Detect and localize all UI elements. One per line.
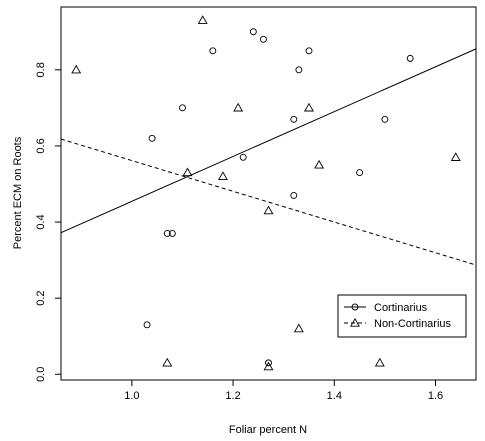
non-cortinarius-point [71,64,82,74]
cortinarius-point [406,54,414,62]
y-tick-label: 0.4 [35,214,47,229]
cortinarius-point [305,47,313,55]
cortinarius-point [239,153,247,161]
legend-marker-cortinarius [351,303,359,311]
cortinarius-point [295,66,303,74]
non-cortinarius-point [450,152,461,161]
cortinarius-point [290,191,298,199]
y-tick-label: 0.2 [35,291,47,306]
x-tick-label: 1.2 [225,390,240,402]
non-cortinarius-point [162,357,173,367]
cortinarius-point [143,321,151,329]
y-axis-title: Percent ECM on Roots [12,136,24,249]
y-tick-label: 0.8 [35,62,47,77]
legend-label-non-cortinarius: Non-Cortinarius [374,318,452,330]
y-tick-label: 0.6 [35,138,47,153]
cortinarius-point [168,230,176,237]
legend-box [337,294,467,338]
cortinarius-point [179,104,186,112]
non-cortinarius-fit-line [60,138,477,266]
legend-marker-non-cortinarius [350,317,360,327]
cortinarius-point [249,28,257,36]
legend: Cortinarius Non-Cortinarius [337,294,467,338]
non-cortinarius-point [374,357,385,367]
cortinarius-point [381,115,389,123]
cortinarius-point [290,115,298,123]
non-cortinarius-point [233,102,244,112]
cortinarius-point [356,169,364,177]
cortinarius-point [259,35,267,43]
non-cortinarius-point [217,171,228,180]
non-cortinarius-point [304,102,314,112]
cortinarius-point [209,47,217,55]
x-tick-label: 1.0 [124,390,139,402]
non-cortinarius-point [197,15,208,24]
plot-frame [60,6,477,381]
x-axis-title: Foliar percent N [229,424,307,436]
cortinarius-fit-line [60,48,477,234]
non-cortinarius-point [182,167,193,177]
cortinarius-point [148,134,156,142]
x-tick-label: 1.6 [428,390,443,402]
non-cortinarius-point [263,361,274,371]
x-tick-label: 1.4 [327,390,342,402]
cortinarius-point [265,359,272,367]
y-tick-label: 0.0 [35,367,47,382]
legend-label-cortinarius: Cortinarius [374,302,428,314]
non-cortinarius-point [314,159,325,169]
cortinarius-point [163,230,171,237]
non-cortinarius-point [293,323,304,333]
plot-marks [60,15,477,371]
non-cortinarius-point [263,205,274,215]
x-axis: 1.0 1.2 1.4 1.6 [124,380,443,402]
y-axis: 0.0 0.2 0.4 0.6 0.8 [35,62,61,382]
